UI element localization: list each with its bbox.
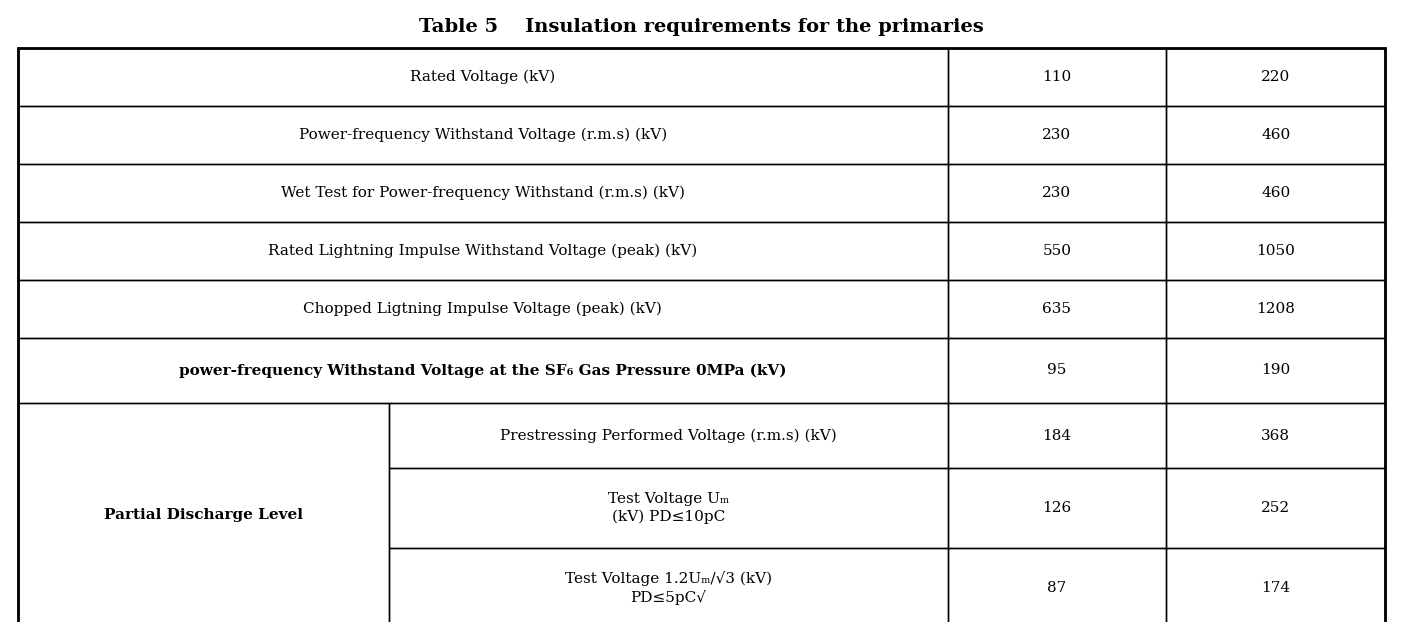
Text: Chopped Ligtning Impulse Voltage (peak) (kV): Chopped Ligtning Impulse Voltage (peak) … <box>303 302 662 316</box>
Bar <box>947 338 1166 403</box>
Text: 230: 230 <box>1042 128 1072 142</box>
Bar <box>18 164 947 222</box>
Bar <box>18 280 947 338</box>
Bar <box>1166 48 1385 106</box>
Bar <box>947 548 1166 622</box>
Text: 126: 126 <box>1042 501 1072 515</box>
Bar <box>18 403 389 622</box>
Text: 95: 95 <box>1047 363 1066 378</box>
Text: 1050: 1050 <box>1256 244 1295 258</box>
Bar <box>947 164 1166 222</box>
Bar <box>1166 106 1385 164</box>
Bar <box>947 468 1166 548</box>
Text: 635: 635 <box>1042 302 1072 316</box>
Text: power-frequency Withstand Voltage at the SF₆ Gas Pressure 0MPa (kV): power-frequency Withstand Voltage at the… <box>180 363 787 378</box>
Text: Test Voltage Uₘ
(kV) PD≤10pC: Test Voltage Uₘ (kV) PD≤10pC <box>607 491 730 524</box>
Bar <box>947 222 1166 280</box>
Text: 460: 460 <box>1261 128 1291 142</box>
Bar <box>18 222 947 280</box>
Text: 550: 550 <box>1042 244 1072 258</box>
Text: Rated Voltage (kV): Rated Voltage (kV) <box>410 70 556 84</box>
Bar <box>1166 280 1385 338</box>
Bar <box>389 548 947 622</box>
Text: 460: 460 <box>1261 186 1291 200</box>
Bar <box>1166 468 1385 548</box>
Text: Wet Test for Power-frequency Withstand (r.m.s) (kV): Wet Test for Power-frequency Withstand (… <box>281 186 685 200</box>
Bar <box>1166 222 1385 280</box>
Bar <box>1166 548 1385 622</box>
Text: 368: 368 <box>1261 429 1291 442</box>
Bar <box>947 280 1166 338</box>
Bar <box>947 48 1166 106</box>
Text: 184: 184 <box>1042 429 1072 442</box>
Text: 190: 190 <box>1261 363 1291 378</box>
Bar <box>18 106 947 164</box>
Text: 252: 252 <box>1261 501 1291 515</box>
Text: 174: 174 <box>1261 581 1291 595</box>
Bar <box>389 468 947 548</box>
Text: 1208: 1208 <box>1256 302 1295 316</box>
Bar <box>18 48 947 106</box>
Bar <box>1166 164 1385 222</box>
Bar <box>389 403 947 468</box>
Text: Rated Lightning Impulse Withstand Voltage (peak) (kV): Rated Lightning Impulse Withstand Voltag… <box>268 244 697 258</box>
Text: Table 5    Insulation requirements for the primaries: Table 5 Insulation requirements for the … <box>419 18 984 36</box>
Bar <box>1166 403 1385 468</box>
Bar <box>1166 338 1385 403</box>
Text: 110: 110 <box>1042 70 1072 84</box>
Text: 220: 220 <box>1261 70 1291 84</box>
Text: Partial Discharge Level: Partial Discharge Level <box>104 509 303 522</box>
Text: Test Voltage 1.2Uₘ/√3 (kV)
PD≤5pC√: Test Voltage 1.2Uₘ/√3 (kV) PD≤5pC√ <box>565 570 772 605</box>
Text: 230: 230 <box>1042 186 1072 200</box>
Bar <box>947 106 1166 164</box>
Text: Prestressing Performed Voltage (r.m.s) (kV): Prestressing Performed Voltage (r.m.s) (… <box>499 429 836 443</box>
Text: 87: 87 <box>1047 581 1066 595</box>
Bar <box>947 403 1166 468</box>
Bar <box>18 338 947 403</box>
Text: Power-frequency Withstand Voltage (r.m.s) (kV): Power-frequency Withstand Voltage (r.m.s… <box>299 128 666 142</box>
